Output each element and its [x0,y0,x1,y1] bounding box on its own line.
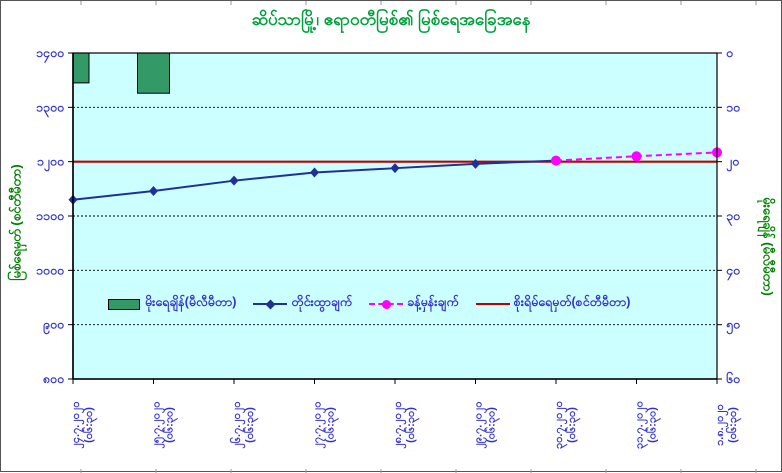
x-tick-label: ၂၉.၇.၂၀၂၀(၀၆:၃၀) [473,401,501,448]
right-tick-label: ၅၀ [726,318,741,336]
right-axis-title: မိုးရေချိန် (မီလီမီတာ) [760,197,776,296]
right-tick-label: ၃၀ [726,209,741,227]
left-axis-title: မြစ်ရေမှတ် (စင်တီမီတာ) [8,164,24,281]
left-tick-label: ၁၀၀၀ [36,263,65,277]
legend-label-rainfall: မိုးရေချိန်(မီလီမီတာ) [145,295,237,309]
x-tick-label: ၂၆.၇.၂၀၂၀(၀၆:၃၀) [230,401,259,448]
legend-item-danger: စိုးရိမ်ရေမှတ်(စင်တီမီတာ) [475,295,631,313]
left-tick-label: ၉၀၀ [43,318,65,336]
legend-label-forecast: ခန့်မှန်းချက် [407,295,459,309]
right-tick-label: ၄၀ [726,263,741,281]
legend-label-observed: တိုင်းထွာချက် [291,295,353,309]
x-tick-label: ၃၀.၇.၂၀၂၀(၀၆:၃၀) [553,401,581,449]
legend-label-danger: စိုးရိမ်ရေမှတ်(စင်တီမီတာ) [513,295,631,309]
right-tick-label: ၂၀ [726,155,740,173]
observed-line-swatch-icon [253,298,288,310]
observed-point [229,175,239,186]
left-tick-label: ၈၀၀ [43,372,65,386]
left-tick-label: ၁၃၀၀ [36,100,65,118]
forecast-point [551,155,561,166]
x-tick-label: ၃၁.၇.၂၀၂၀(၀၆:၃၀) [634,401,662,449]
danger-line-swatch-icon [475,298,510,310]
legend-item-rainfall: မိုးရေချိန်(မီလီမီတာ) [107,295,236,313]
rain-bar [137,52,170,94]
forecast-point [631,151,642,162]
left-tick-label: ၁၄၀၀ [36,46,65,64]
x-tick-label: ၂၅.၇.၂၀၂၀(၀၆:၃၀) [151,401,179,448]
forecast-line-swatch-icon [369,298,404,310]
right-tick-label: ၁၀ [726,100,741,114]
legend-item-forecast: ခန့်မှန်းချက် [369,295,459,313]
legend-item-observed: တိုင်းထွာချက် [253,295,352,313]
right-tick-label: ၆၀ [726,370,741,386]
observed-point [149,186,158,197]
chart-title: ဆိပ်သာမြို့၊ ဧရာဝတီမြစ်၏ မြစ်ရေအခြေအနေ [251,10,531,29]
legend: မိုးရေချိန်(မီလီမီတာ) တိုင်းထွာချက် ခန့်… [107,293,630,315]
left-tick-label: ၁၂၀၀ [37,155,65,173]
observed-point [471,158,480,169]
x-tick-label: ၂၈.၇.၂၀၂၀(၀၆:၃၀) [392,401,420,448]
right-tick-label: ၀ [726,46,734,60]
observed-point [310,167,319,178]
x-tick-label: ၂၄.၇.၂၀၂၀(၀၆:၃၀) [70,401,98,448]
rain-bar [72,52,90,84]
x-tick-label: ၁.၈.၂၀၂၀(၀၆:၃၀) [714,404,742,446]
rainfall-bar-swatch-icon [107,298,141,310]
left-tick-label: ၁၁၀၀ [36,209,65,223]
x-tick-label: ၂၇.၇.၂၀၂၀(၀၆:၃၀) [312,401,340,448]
observed-point [390,163,400,174]
